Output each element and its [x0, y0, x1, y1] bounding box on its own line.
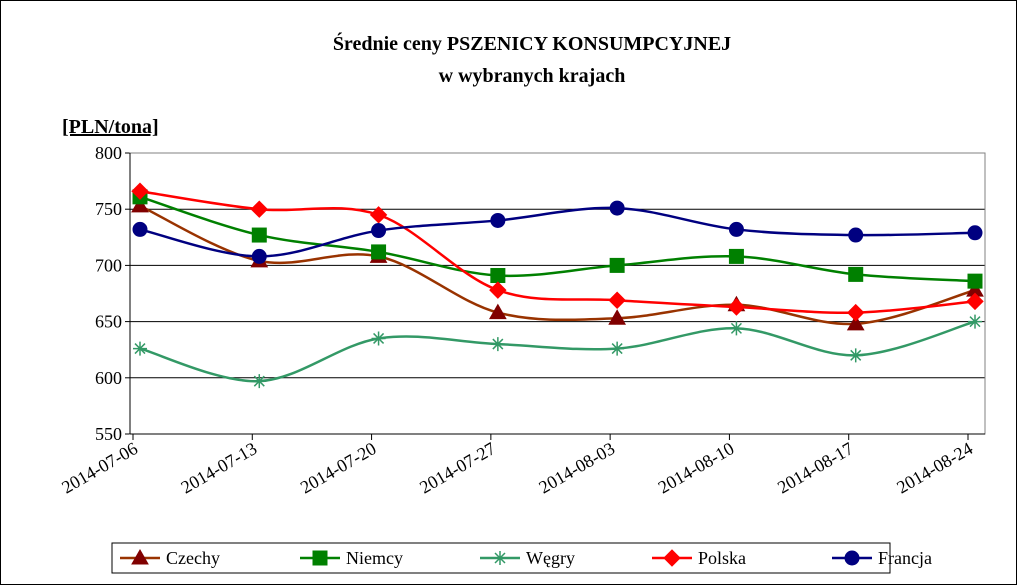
chart-subtitle: w wybranych krajach [439, 65, 626, 87]
marker [966, 292, 984, 311]
marker [844, 550, 860, 566]
legend-label: Niemcy [346, 548, 403, 568]
marker [967, 273, 983, 289]
legend-label: Węgry [526, 548, 575, 568]
y-tick-label: 750 [95, 199, 122, 219]
marker [490, 212, 506, 228]
marker [250, 200, 268, 218]
marker [371, 223, 387, 239]
marker [846, 314, 865, 331]
marker [131, 196, 149, 213]
marker [490, 337, 505, 352]
chart-title: Średnie ceny PSZENICY KONSUMPCYJNEJ [333, 31, 731, 55]
marker [131, 548, 149, 565]
y-tick-label: 550 [95, 424, 122, 444]
marker [251, 248, 267, 264]
marker [608, 309, 627, 325]
marker [728, 248, 744, 264]
y-axis-label: [PLN/tona] [62, 116, 159, 138]
marker [729, 321, 744, 336]
marker [727, 298, 746, 316]
marker [369, 206, 388, 224]
marker [132, 221, 148, 237]
series-line [139, 320, 976, 383]
series-line [139, 189, 976, 314]
marker [609, 257, 625, 273]
marker [493, 551, 507, 565]
marker [131, 182, 149, 200]
y-tick-label: 650 [95, 312, 122, 332]
marker [728, 221, 744, 237]
marker [252, 374, 267, 389]
marker [251, 227, 267, 243]
marker [663, 549, 681, 567]
marker [848, 227, 864, 243]
marker [312, 550, 328, 566]
marker [848, 266, 864, 282]
marker [848, 348, 863, 363]
series-line [139, 204, 976, 326]
marker [968, 314, 982, 329]
marker [847, 303, 865, 322]
y-tick-label: 600 [95, 368, 122, 388]
marker [371, 331, 386, 346]
marker [490, 268, 506, 284]
marker [608, 291, 626, 309]
marker [609, 200, 625, 216]
marker [488, 303, 507, 320]
legend-label: Francja [878, 548, 932, 568]
marker [967, 225, 983, 241]
marker [489, 281, 507, 299]
marker [133, 341, 147, 356]
legend-label: Polska [698, 548, 746, 568]
legend-label: Czechy [166, 548, 220, 568]
y-tick-label: 700 [95, 255, 122, 275]
y-tick-label: 800 [95, 143, 122, 163]
marker [610, 341, 625, 356]
marker [371, 244, 387, 260]
